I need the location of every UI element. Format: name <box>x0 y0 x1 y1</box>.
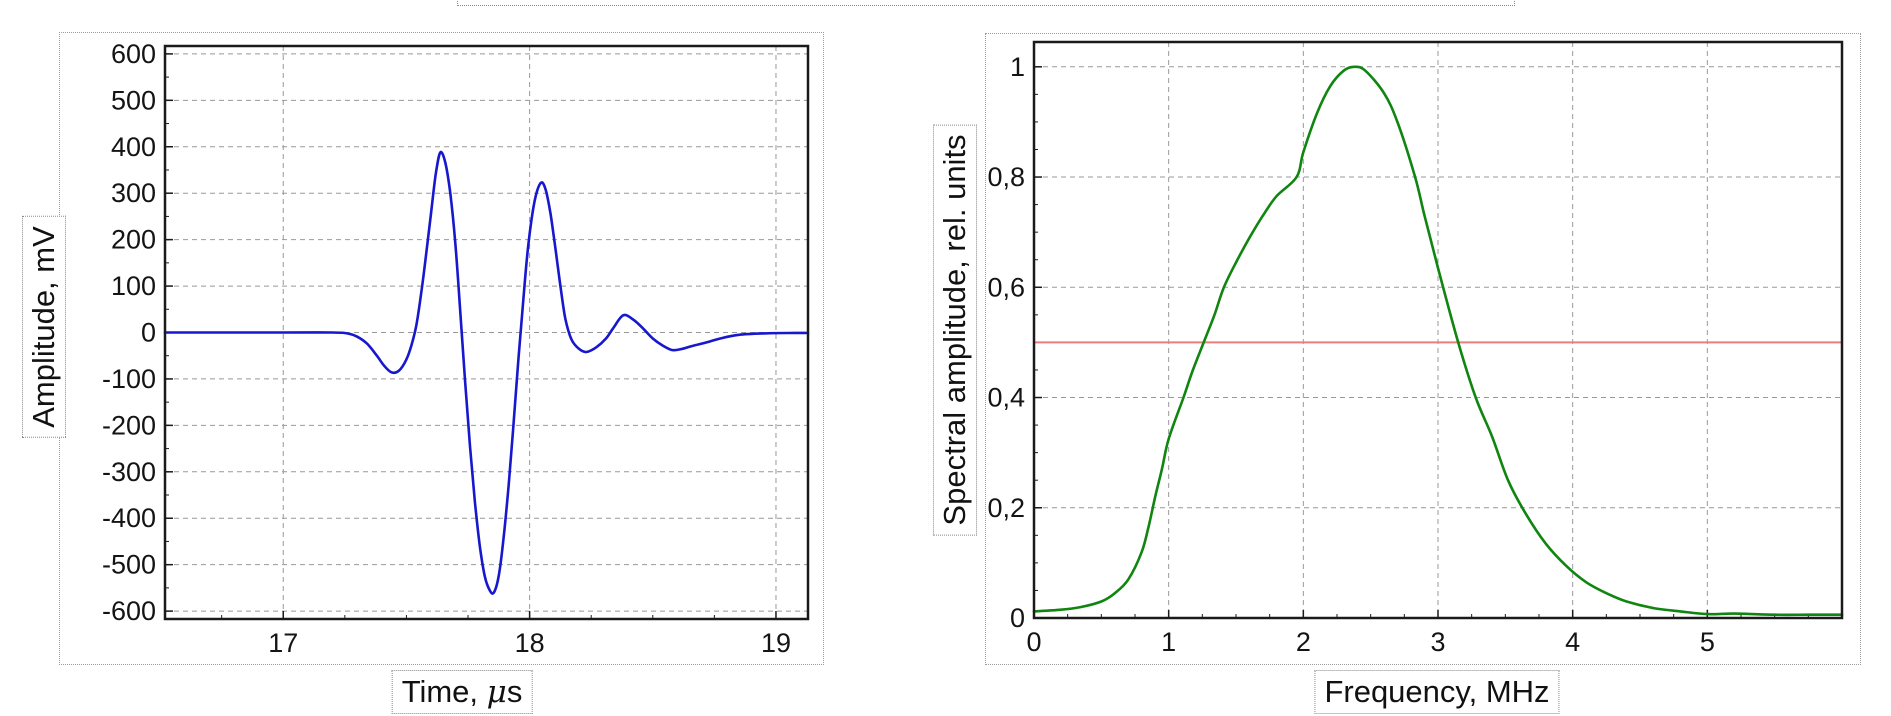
spectrum-series <box>1032 65 1844 617</box>
spectrum-frame <box>1032 40 1844 620</box>
pulse-waveform <box>163 150 810 595</box>
waveform-y-tick-label: 0 <box>141 318 156 348</box>
waveform-y-tick-label: 400 <box>111 132 156 162</box>
waveform-y-tick-label: -300 <box>102 457 156 487</box>
waveform-y-tick-label: -600 <box>102 596 156 626</box>
spectrum-y-tick-label: 0,4 <box>987 383 1025 413</box>
spectrum-curve <box>1032 65 1844 617</box>
waveform-y-axis-title-text: Amplitude, mV <box>26 226 61 428</box>
spectrum-x-tick-label: 3 <box>1430 627 1445 657</box>
spectrum-y-tick-label: 0,2 <box>987 493 1025 523</box>
waveform-x-axis-title-post: s <box>506 674 523 709</box>
spectrum-x-axis-title: Frequency, MHz <box>1314 670 1560 714</box>
spectrum-y-axis-title-text: Spectral amplitude, rel. units <box>937 134 972 526</box>
waveform-series <box>163 150 810 595</box>
waveform-y-tick-label: -500 <box>102 550 156 580</box>
waveform-y-tick-label: -200 <box>102 410 156 440</box>
waveform-x-axis-title-pre: Time, <box>401 674 487 709</box>
spectrum-x-tick-label: 1 <box>1161 627 1176 657</box>
spectrum-y-tick-label: 1 <box>1010 52 1025 82</box>
waveform-y-tick-label: -100 <box>102 364 156 394</box>
waveform-chart: 17 18 19 600 500 400 300 200 100 0 -100 -200 -300 -40… <box>59 32 824 665</box>
waveform-x-tick-label: 17 <box>268 628 298 658</box>
spectrum-chart: 0 1 2 3 4 5 0 0,2 0,4 0,6 0,8 1 <box>985 33 1861 665</box>
spectrum-x-axis-title-text: Frequency, MHz <box>1324 674 1550 709</box>
spectrum-y-tick-label: 0,8 <box>987 162 1025 192</box>
waveform-plot: 17 18 19 600 500 400 300 200 100 0 -100 -200 -300 -40… <box>102 39 810 658</box>
waveform-y-tick-label: 500 <box>111 85 156 115</box>
spectrum-y-tick-label: 0 <box>1010 603 1025 633</box>
waveform-y-tick-label: 600 <box>111 39 156 69</box>
spectrum-x-tick-label: 4 <box>1565 627 1580 657</box>
waveform-y-tick-label: 200 <box>111 225 156 255</box>
waveform-y-axis-title: Amplitude, mV <box>22 216 66 438</box>
waveform-frame <box>163 44 810 621</box>
spectrum-x-tick-label: 0 <box>1026 627 1041 657</box>
spectrum-gridlines <box>1034 42 1842 618</box>
mu-symbol: μ <box>486 674 507 710</box>
waveform-tick-labels: 17 18 19 600 500 400 300 200 100 0 -100 -200 -300 -40… <box>102 39 791 658</box>
spectrum-tick-labels: 0 1 2 3 4 5 0 0,2 0,4 0,6 0,8 1 <box>987 52 1714 657</box>
spectrum-y-axis-title: Spectral amplitude, rel. units <box>933 124 977 536</box>
waveform-x-tick-label: 18 <box>515 628 545 658</box>
waveform-y-tick-label: 300 <box>111 178 156 208</box>
waveform-x-axis-title: Time, μs <box>391 670 533 714</box>
waveform-y-tick-label: 100 <box>111 271 156 301</box>
spectrum-y-tick-label: 0,6 <box>987 272 1025 302</box>
waveform-y-tick-label: -400 <box>102 503 156 533</box>
spectrum-x-tick-label: 2 <box>1296 627 1311 657</box>
spectrum-x-tick-label: 5 <box>1700 627 1715 657</box>
waveform-x-tick-label: 19 <box>761 628 791 658</box>
waveform-gridlines <box>165 46 808 619</box>
spectrum-plot: 0 1 2 3 4 5 0 0,2 0,4 0,6 0,8 1 <box>987 40 1844 657</box>
waveform-ticks <box>165 53 777 619</box>
offscreen-selection-box <box>457 0 1515 6</box>
